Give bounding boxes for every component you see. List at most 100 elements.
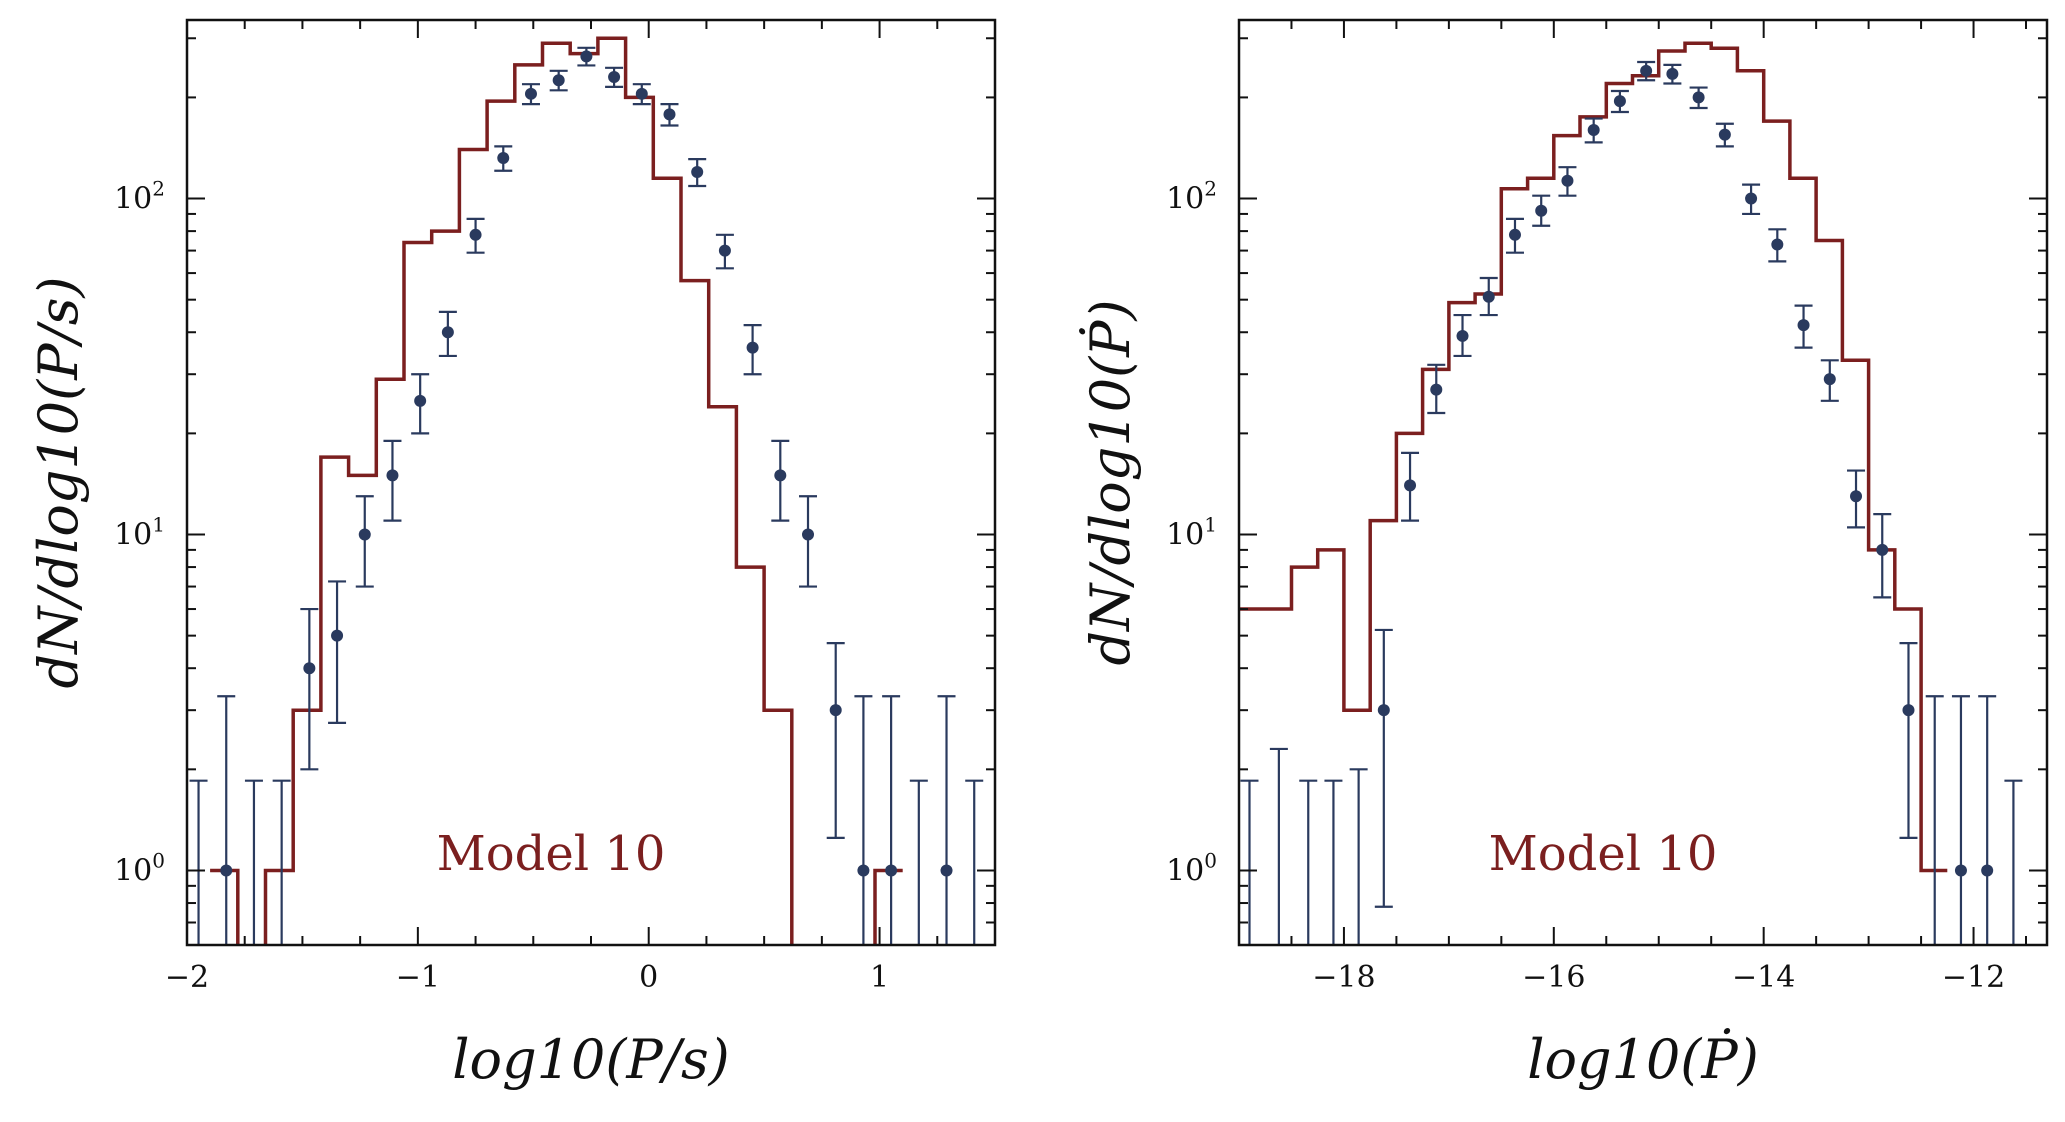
data-point-group (1479, 276, 1498, 317)
data-point-group (549, 69, 568, 92)
plot-area (1239, 41, 2023, 945)
data-point-group (1899, 642, 1918, 840)
data-point (303, 662, 316, 675)
y-tick-exponent: 1 (152, 513, 165, 537)
x-tick-label: −14 (1732, 960, 1795, 995)
data-point-group (1873, 513, 1892, 599)
data-point-group (217, 695, 236, 945)
data-point-group (1951, 695, 1970, 945)
y-tick-label: 100 (114, 848, 165, 888)
y-tick-exponent: 0 (152, 848, 165, 872)
data-point-group (1427, 363, 1446, 415)
data-point-group (1689, 86, 1708, 110)
data-point-group (300, 607, 319, 771)
data-point-group (1324, 779, 1343, 945)
model-annotation: Model 10 (1489, 826, 1718, 882)
y-tick-label: 100 (1166, 848, 1217, 888)
data-point-group (715, 233, 734, 270)
data-point (1876, 543, 1889, 556)
data-point-group (1794, 304, 1813, 349)
data-point-group (1374, 628, 1393, 908)
data-point (1404, 479, 1417, 492)
data-point-group (1584, 117, 1603, 144)
data-point-group (965, 779, 984, 945)
y-tick-exponent: 1 (1204, 513, 1217, 537)
data-point (414, 394, 427, 407)
model-step-line (210, 36, 903, 945)
data-point (1745, 192, 1758, 205)
data-point-group (909, 779, 928, 945)
data-point-group (826, 642, 845, 840)
data-point (663, 108, 676, 121)
data-point-group (383, 439, 402, 522)
data-point (358, 528, 371, 541)
data-point (940, 864, 953, 877)
data-point-group (521, 83, 540, 106)
data-point-group (328, 580, 347, 724)
data-point-group (1715, 122, 1734, 148)
y-tick-label: 101 (114, 513, 165, 553)
axes-frame (185, 18, 997, 947)
data-point-group (1240, 779, 1259, 945)
data-point-group (1663, 63, 1682, 85)
data-point (885, 864, 898, 877)
data-point (331, 629, 344, 642)
y-tick-label: 102 (114, 177, 165, 217)
data-point (441, 326, 454, 339)
y-axis-label: dN/dlog10(P/s) (27, 276, 90, 688)
data-point (1692, 91, 1705, 104)
data-point-group (799, 495, 818, 588)
data-point (1456, 329, 1469, 342)
y-tick-exponent: 2 (152, 177, 165, 201)
x-tick-label: −18 (1312, 960, 1375, 995)
data-point (829, 704, 842, 717)
data-point (1902, 704, 1915, 717)
data-point-group (1505, 217, 1524, 254)
data-point (774, 469, 787, 482)
y-axis-label: dN/dlog10(Ṗ) (1078, 299, 1142, 665)
x-tick-label: 0 (639, 960, 658, 995)
y-tick-label: 102 (1166, 177, 1217, 217)
x-axis-label: log10(Ṗ) (1527, 1027, 1759, 1091)
data-point-group (355, 495, 374, 588)
data-point (1850, 490, 1863, 503)
model-step-line (1239, 41, 1948, 873)
x-tick-label: −1 (396, 960, 440, 995)
data-point (1640, 64, 1653, 77)
data-point-group (1269, 747, 1288, 945)
data-point-group (882, 695, 901, 945)
data-point (1377, 704, 1390, 717)
data-point (469, 228, 482, 241)
data-point (497, 152, 510, 165)
x-axis-label: log10(P/s) (452, 1028, 729, 1091)
data-point-group (411, 373, 430, 435)
data-point-group (688, 158, 707, 188)
data-point-group (937, 695, 956, 945)
data-point-group (632, 83, 651, 106)
data-point (1508, 228, 1521, 241)
data-point-group (1978, 695, 1997, 945)
data-point (1797, 319, 1810, 332)
data-point (386, 469, 399, 482)
data-point-group (1558, 166, 1577, 197)
data-point (1587, 123, 1600, 136)
data-point-group (494, 145, 513, 172)
data-point (857, 864, 870, 877)
plot-area (189, 36, 984, 945)
x-tick-label: 1 (870, 960, 889, 995)
data-point (552, 74, 565, 87)
data-point (524, 87, 537, 100)
y-tick-exponent: 2 (1204, 177, 1217, 201)
data-point-group (1820, 359, 1839, 402)
data-point-group (1847, 469, 1866, 529)
data-point (1718, 128, 1731, 141)
x-tick-label: −16 (1522, 960, 1585, 995)
data-point (718, 244, 731, 257)
data-point (1666, 67, 1679, 80)
data-point (220, 864, 233, 877)
data-point (1771, 238, 1784, 251)
data-point-group (1532, 194, 1551, 227)
axes-frame (1237, 18, 2049, 947)
